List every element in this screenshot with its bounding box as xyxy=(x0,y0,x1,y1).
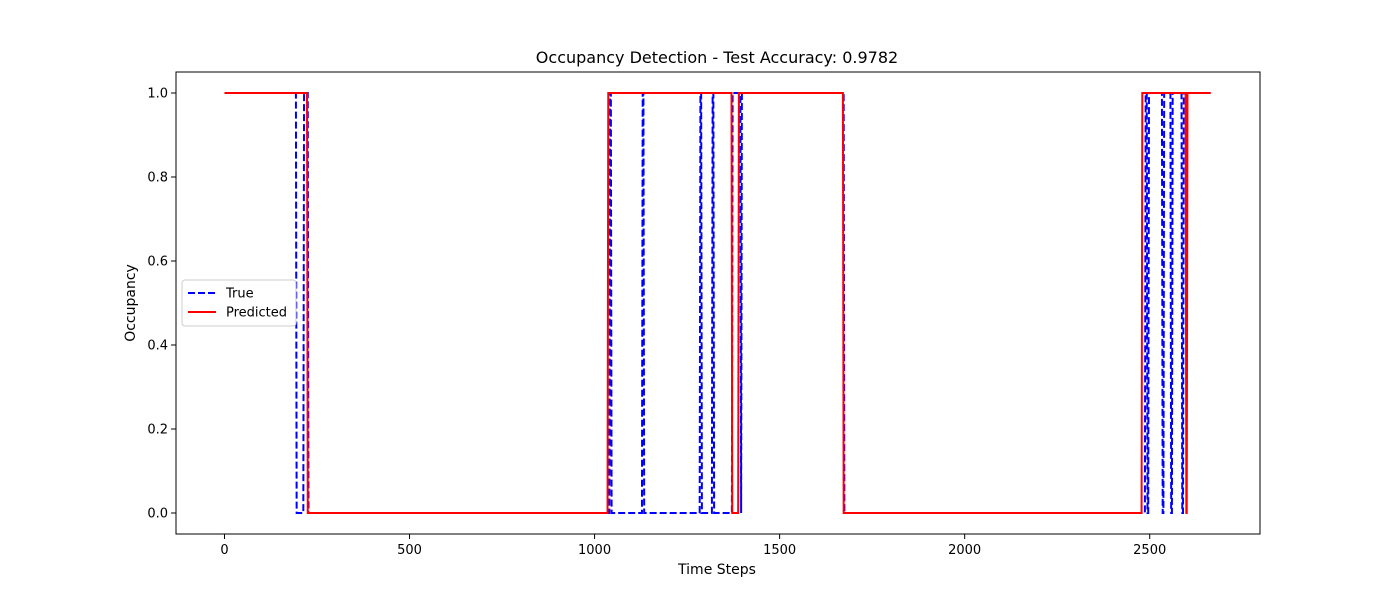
x-tick-label: 0 xyxy=(220,543,228,558)
y-axis-label: Occupancy xyxy=(123,264,139,342)
x-tick-label: 2000 xyxy=(948,543,981,558)
x-tick-label: 500 xyxy=(397,543,422,558)
y-tick-label: 1.0 xyxy=(147,87,168,102)
legend-true-label: True xyxy=(225,287,254,302)
x-tick-label: 2500 xyxy=(1133,543,1166,558)
legend-box xyxy=(181,279,297,327)
x-tick-label: 1500 xyxy=(763,543,796,558)
series-line-predicted xyxy=(224,92,1211,514)
y-tick-label: 0.0 xyxy=(147,507,168,522)
series-layer xyxy=(224,92,1211,514)
x-tick-label: 1000 xyxy=(578,543,611,558)
legend: True Predicted xyxy=(181,279,297,327)
x-axis-label: Time Steps xyxy=(677,562,756,578)
y-tick-label: 0.8 xyxy=(147,171,168,186)
y-tick-label: 0.6 xyxy=(147,255,168,270)
y-tick-label: 0.4 xyxy=(147,339,168,354)
legend-predicted-label: Predicted xyxy=(226,306,287,321)
x-axis: 0 500 1000 1500 2000 2500 xyxy=(220,534,1166,558)
chart-title: Occupancy Detection - Test Accuracy: 0.9… xyxy=(536,48,898,67)
y-axis: 0.0 0.2 0.4 0.6 0.8 1.0 xyxy=(147,87,176,522)
y-tick-label: 0.2 xyxy=(147,423,168,438)
plot-frame xyxy=(175,71,1261,535)
